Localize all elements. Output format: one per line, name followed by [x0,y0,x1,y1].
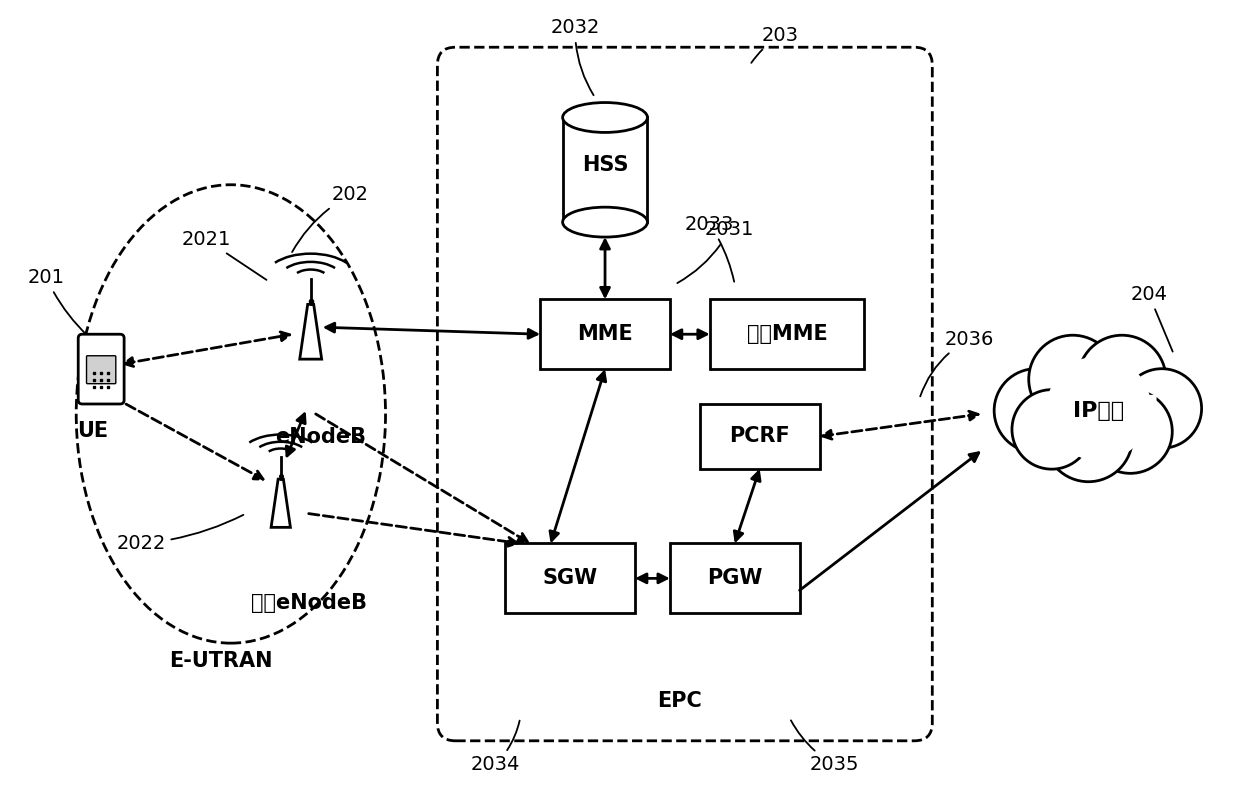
Text: E-UTRAN: E-UTRAN [169,651,273,671]
Circle shape [1122,368,1202,448]
Text: SGW: SGW [543,568,598,588]
Text: 其它eNodeB: 其它eNodeB [250,594,367,614]
Ellipse shape [563,102,647,133]
Ellipse shape [563,207,647,237]
Text: 201: 201 [27,268,87,336]
Text: 2034: 2034 [471,721,520,774]
Text: 2036: 2036 [920,330,994,396]
Circle shape [994,368,1078,452]
Text: 204: 204 [1131,285,1173,352]
Circle shape [1029,336,1117,423]
Text: 2033: 2033 [686,215,734,282]
FancyBboxPatch shape [505,543,635,614]
Text: 2032: 2032 [551,18,600,95]
Text: HSS: HSS [582,155,629,175]
Circle shape [1078,336,1166,423]
FancyBboxPatch shape [670,543,800,614]
FancyBboxPatch shape [699,404,820,469]
Text: EPC: EPC [657,691,702,711]
Text: eNodeB: eNodeB [275,427,366,447]
FancyBboxPatch shape [541,300,670,369]
FancyBboxPatch shape [87,356,115,384]
Polygon shape [272,479,290,527]
Polygon shape [1021,388,1178,451]
FancyBboxPatch shape [78,334,124,404]
Polygon shape [300,304,321,359]
Text: MME: MME [577,324,632,344]
Text: 202: 202 [293,185,370,252]
Text: PCRF: PCRF [729,427,790,447]
Text: 2022: 2022 [117,515,243,553]
Text: IP业务: IP业务 [1074,401,1125,421]
Polygon shape [563,117,647,222]
Circle shape [1044,394,1132,482]
Text: UE: UE [78,421,109,441]
Circle shape [1089,390,1172,473]
FancyBboxPatch shape [709,300,864,369]
Text: PGW: PGW [707,568,763,588]
Text: 2031: 2031 [677,220,754,283]
Circle shape [1047,356,1151,461]
Text: 2035: 2035 [791,721,859,774]
Text: 2021: 2021 [181,230,267,280]
Text: 其它MME: 其它MME [746,324,827,344]
Text: 203: 203 [751,26,799,63]
FancyBboxPatch shape [1042,395,1157,442]
Circle shape [1012,390,1091,469]
